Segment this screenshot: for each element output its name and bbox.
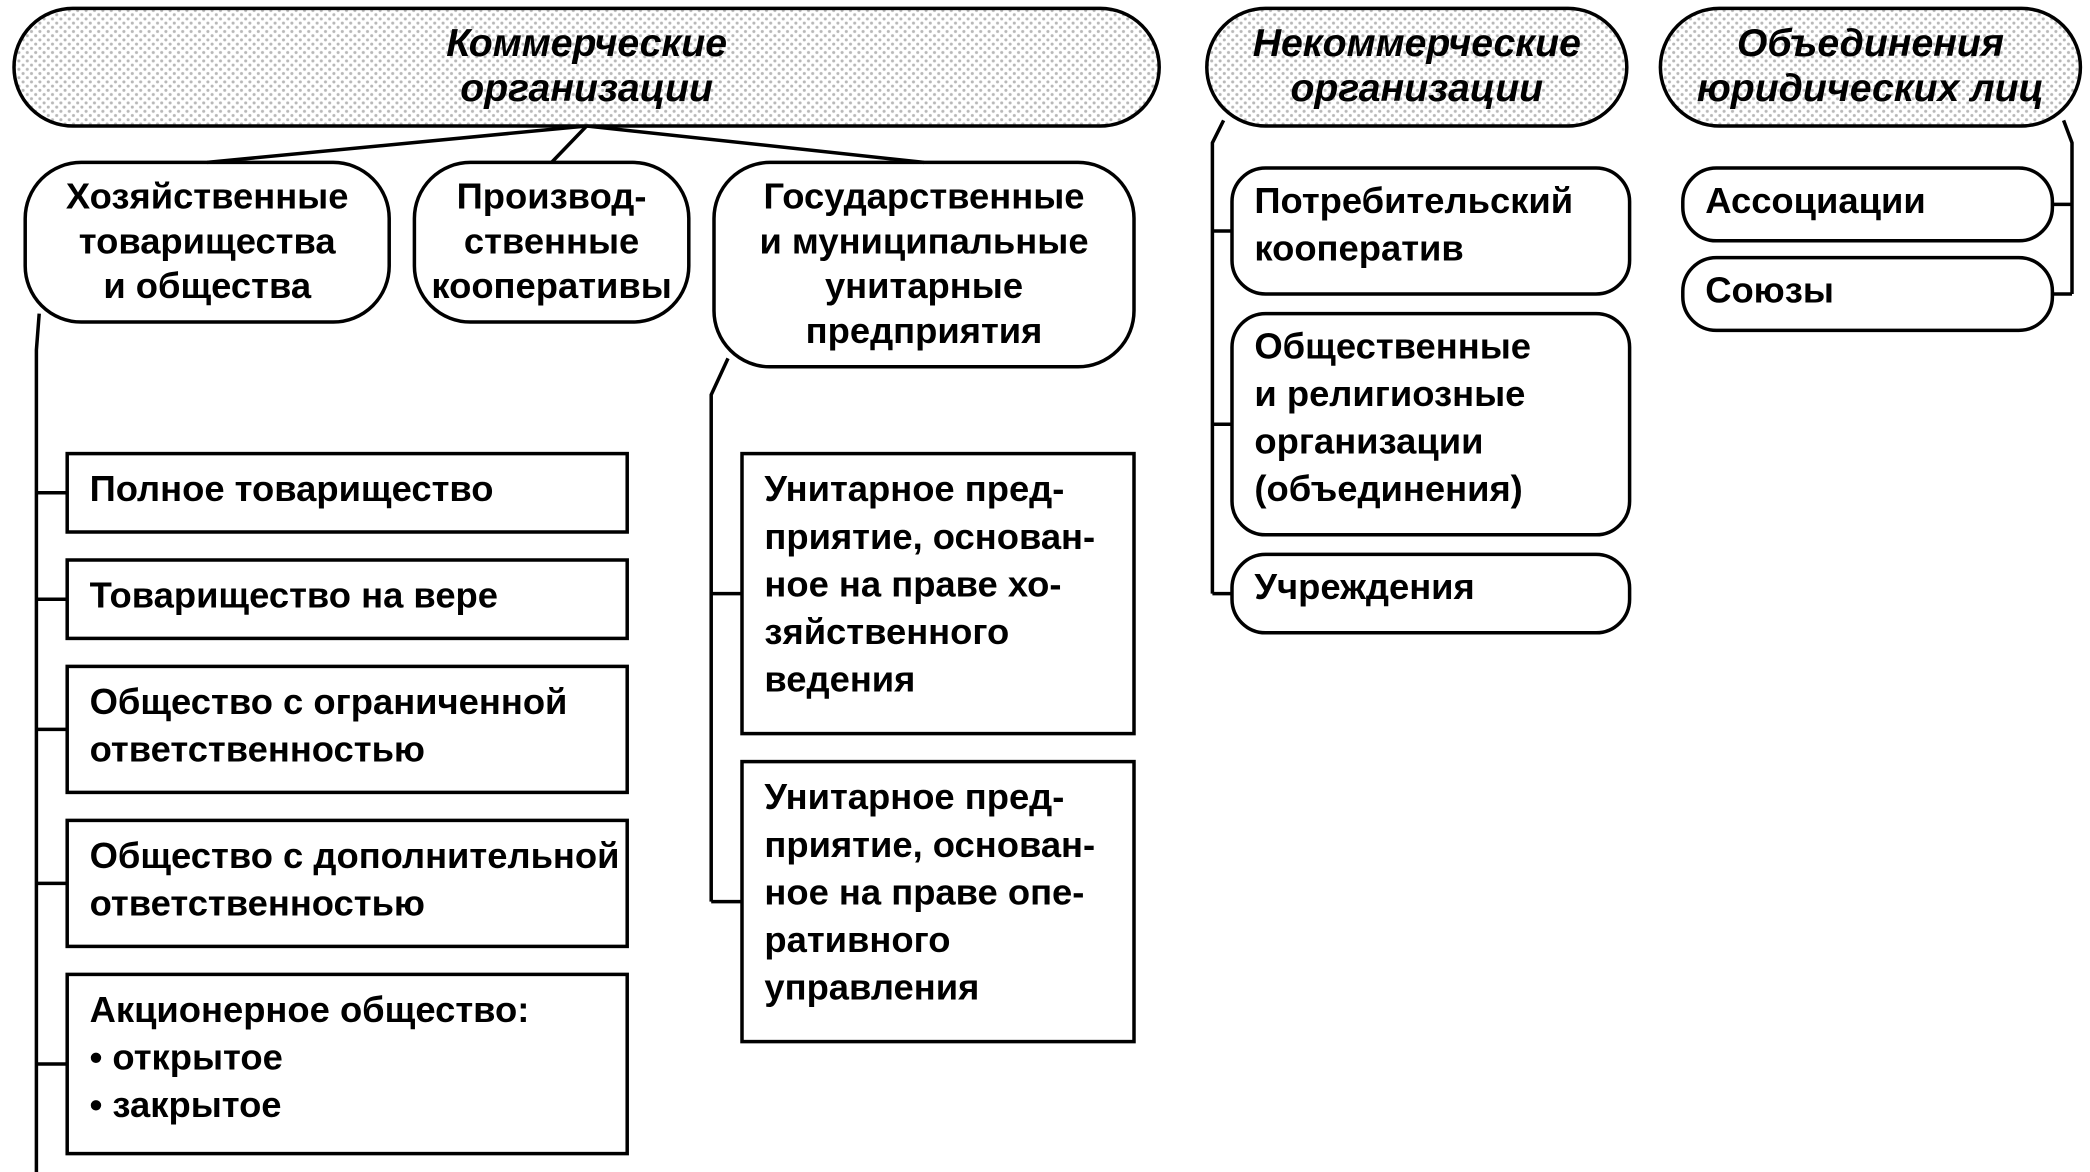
col3-item-0-line-0: Ассоциации xyxy=(1705,180,1926,221)
title-associations-line-1: юридических лиц xyxy=(1697,67,2044,110)
conn-t1-s3 xyxy=(587,126,924,162)
right-item-0-line-1: приятие, основан- xyxy=(764,516,1095,557)
left-item-2-line-1: ответственностью xyxy=(90,729,425,770)
col3-item-1-line-0: Союзы xyxy=(1705,269,1834,310)
right-item-1-line-2: ное на праве опе- xyxy=(764,871,1084,912)
col2-item-1-line-3: (объединения) xyxy=(1254,468,1522,509)
right-item-0-line-4: ведения xyxy=(764,659,915,700)
left-item-1-line-0: Товарищество на вере xyxy=(90,575,498,616)
org-classification-diagram: КоммерческиеорганизацииХозяйственныетова… xyxy=(0,0,2090,1172)
conn-t1-s2 xyxy=(552,126,587,162)
sub-coops-line-1: ственные xyxy=(464,220,639,261)
left-item-2-line-0: Общество с ограниченной xyxy=(90,681,568,722)
col2-item-0-line-0: Потребительский xyxy=(1254,180,1573,221)
title-noncommercial-line-0: Некоммерческие xyxy=(1253,22,1581,65)
sub-unitary-line-3: предприятия xyxy=(806,310,1043,351)
left-item-4-bullet-1: • закрытое xyxy=(90,1084,282,1125)
title-associations-line-0: Объединения xyxy=(1737,22,2004,65)
left-item-0-line-0: Полное товарищество xyxy=(90,468,494,509)
sub-unitary-line-0: Государственные xyxy=(763,176,1084,217)
spine-col2 xyxy=(1212,120,1223,593)
right-item-0-line-3: зяйственного xyxy=(764,611,1009,652)
right-item-0-line-0: Унитарное пред- xyxy=(764,468,1064,509)
sub-partnerships-line-2: и общества xyxy=(103,265,312,306)
conn-t1-s1 xyxy=(207,126,586,162)
sub-unitary-line-1: и муниципальные xyxy=(759,220,1088,261)
left-item-3-line-0: Общество с дополнительной xyxy=(90,835,620,876)
sub-unitary-line-2: унитарные xyxy=(825,265,1023,306)
col2-item-1-line-2: организации xyxy=(1254,421,1483,462)
title-commercial-line-1: организации xyxy=(460,67,713,110)
sub-coops-line-0: Производ- xyxy=(457,176,647,217)
left-item-4-line-0: Акционерное общество: xyxy=(90,989,530,1030)
right-item-1-line-1: приятие, основан- xyxy=(764,824,1095,865)
right-item-0-line-2: ное на праве хо- xyxy=(764,563,1061,604)
col2-item-2-line-0: Учреждения xyxy=(1254,566,1474,607)
spine-right xyxy=(711,358,728,901)
title-noncommercial-line-1: организации xyxy=(1290,67,1543,110)
left-item-4-bullet-0: • открытое xyxy=(90,1037,283,1078)
col2-item-1-line-1: и религиозные xyxy=(1254,373,1525,414)
sub-coops-line-2: кооперативы xyxy=(431,265,671,306)
spine-left xyxy=(36,314,39,1172)
left-item-3-line-1: ответственностью xyxy=(90,883,425,924)
title-commercial-line-0: Коммерческие xyxy=(446,22,727,65)
col2-item-0-line-1: кооператив xyxy=(1254,227,1463,268)
col2-item-1-line-0: Общественные xyxy=(1254,325,1531,366)
right-item-1-line-3: ративного xyxy=(764,919,950,960)
sub-partnerships-line-0: Хозяйственные xyxy=(66,176,349,217)
right-item-1-line-0: Унитарное пред- xyxy=(764,776,1064,817)
sub-partnerships-line-1: товарищества xyxy=(79,220,337,261)
spine-col3 xyxy=(2064,120,2072,294)
right-item-1-line-4: управления xyxy=(764,967,979,1008)
